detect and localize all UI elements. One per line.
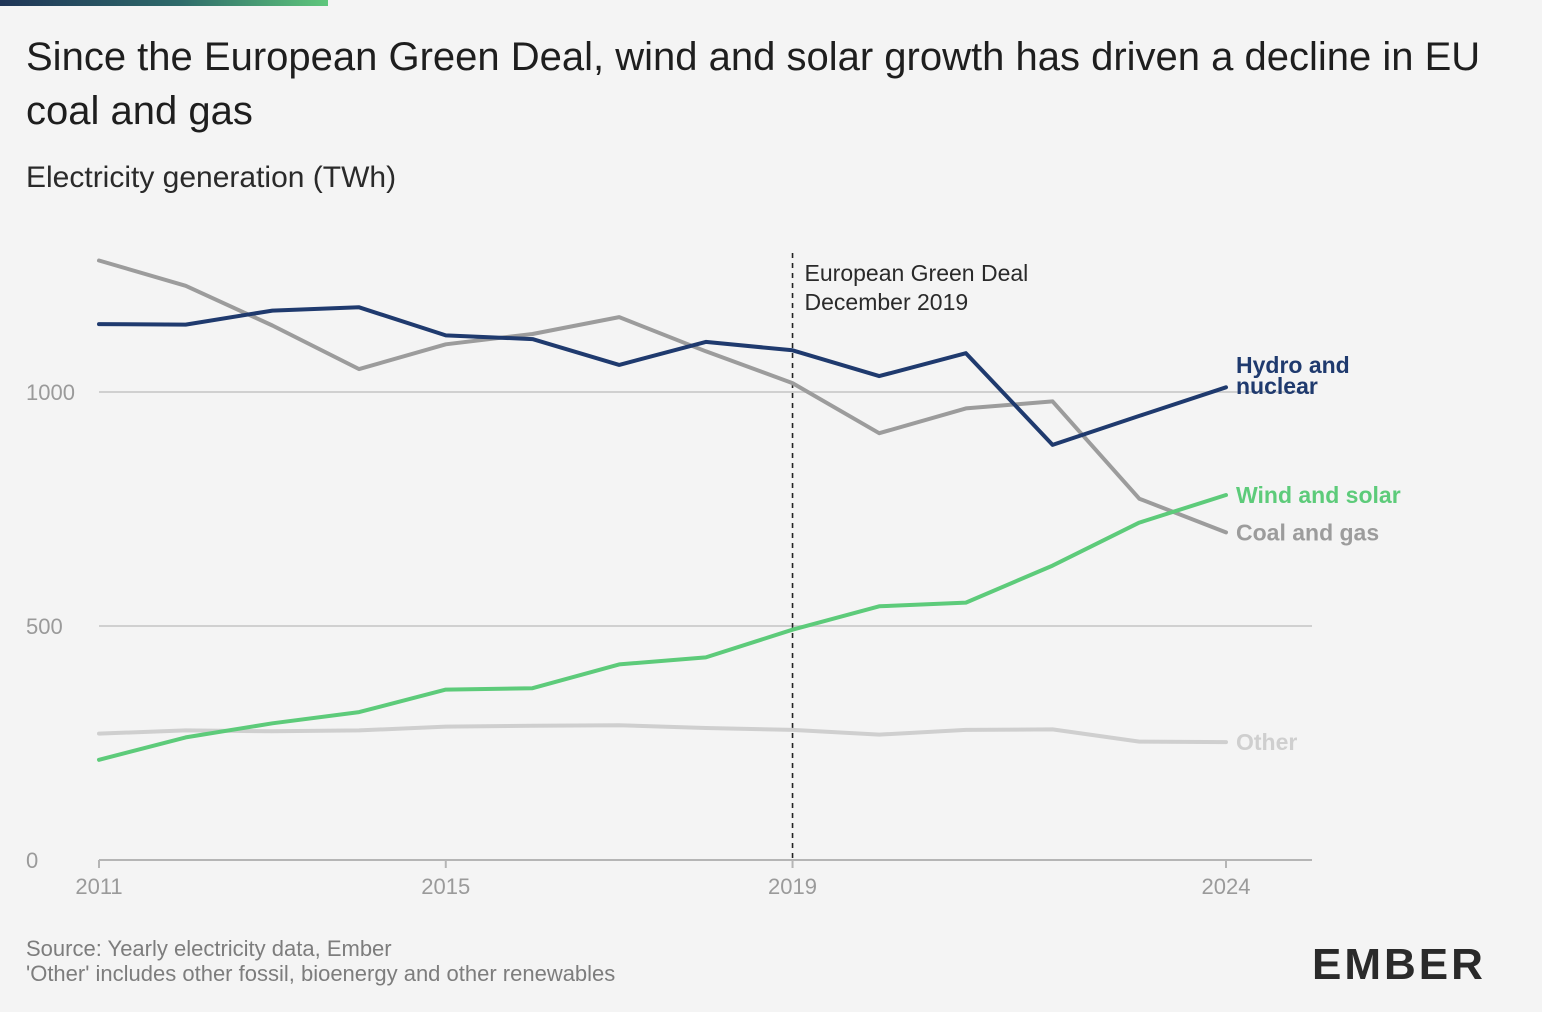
gridlines: 0 500 1000 — [26, 380, 1312, 873]
ember-logo: EMBER — [1312, 940, 1486, 989]
green-deal-annotation: European Green Deal December 2019 — [791, 253, 1029, 860]
series-line-coal-and-gas — [97, 258, 1228, 535]
series-label-hydro-and-nuclear-2: nuclear — [1236, 373, 1318, 399]
series-label-hydro-and-nuclear-1: Hydro and — [1236, 352, 1350, 378]
x-tick-label-2024: 2024 — [1202, 874, 1251, 899]
series-label-wind-and-solar: Wind and solar — [1236, 482, 1401, 508]
green-deal-annotation-line-2: December 2019 — [805, 289, 969, 315]
series-line-hydro-and-nuclear — [97, 305, 1228, 447]
source-note: Source: Yearly electricity data, Ember — [26, 936, 392, 961]
y-tick-label-1000: 1000 — [26, 380, 75, 405]
series-line-other — [97, 723, 1228, 745]
series-label-coal-and-gas: Coal and gas — [1236, 519, 1379, 545]
x-tick-label-2019: 2019 — [768, 874, 817, 899]
chart-subtitle: Electricity generation (TWh) — [26, 161, 397, 194]
chart-title: Since the European Green Deal, wind and … — [26, 35, 1481, 133]
x-axis: 2011 2015 2019 2024 — [75, 860, 1250, 899]
series-line-wind-and-solar — [97, 493, 1228, 762]
y-tick-label-0: 0 — [26, 848, 38, 873]
green-deal-annotation-line-1: European Green Deal — [805, 260, 1029, 286]
x-tick-label-2015: 2015 — [421, 874, 470, 899]
y-tick-label-500: 500 — [26, 614, 63, 639]
series-lines — [97, 258, 1228, 762]
series-label-other: Other — [1236, 729, 1297, 755]
brand-accent-bar — [0, 0, 328, 6]
x-tick-label-2011: 2011 — [75, 874, 122, 899]
chart-footer: Source: Yearly electricity data, Ember '… — [26, 936, 615, 986]
other-definition-note: 'Other' includes other fossil, bioenergy… — [26, 961, 616, 986]
